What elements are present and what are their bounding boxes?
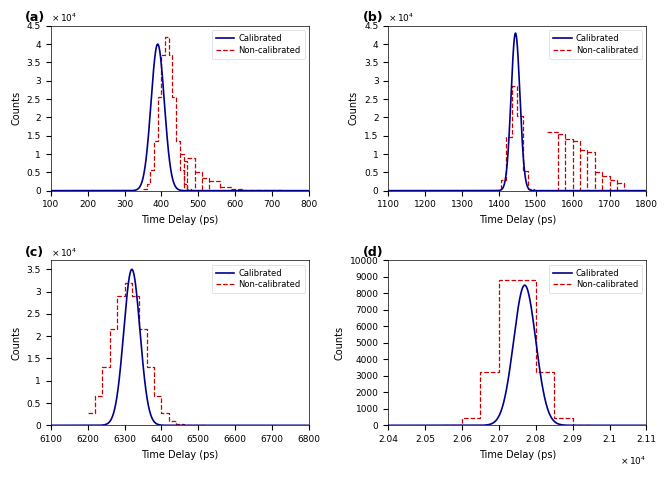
X-axis label: Time Delay (ps): Time Delay (ps) (479, 450, 556, 459)
Text: $\times\,10^4$: $\times\,10^4$ (388, 12, 415, 24)
Text: (d): (d) (363, 246, 383, 259)
X-axis label: Time Delay (ps): Time Delay (ps) (479, 215, 556, 225)
Legend: Calibrated, Non-calibrated: Calibrated, Non-calibrated (549, 264, 642, 294)
Legend: Calibrated, Non-calibrated: Calibrated, Non-calibrated (211, 264, 304, 294)
Y-axis label: Counts: Counts (11, 91, 21, 125)
Text: (c): (c) (25, 246, 44, 259)
Y-axis label: Counts: Counts (11, 326, 21, 360)
Legend: Calibrated, Non-calibrated: Calibrated, Non-calibrated (549, 30, 642, 59)
Legend: Calibrated, Non-calibrated: Calibrated, Non-calibrated (211, 30, 304, 59)
Y-axis label: Counts: Counts (334, 326, 345, 360)
Text: $\times\,10^4$: $\times\,10^4$ (51, 246, 77, 259)
X-axis label: Time Delay (ps): Time Delay (ps) (141, 215, 219, 225)
Text: (a): (a) (25, 11, 45, 24)
X-axis label: Time Delay (ps): Time Delay (ps) (141, 450, 219, 459)
Text: $\times\,10^4$: $\times\,10^4$ (620, 455, 646, 468)
Y-axis label: Counts: Counts (349, 91, 359, 125)
Text: $\times\,10^4$: $\times\,10^4$ (51, 12, 77, 24)
Text: (b): (b) (363, 11, 383, 24)
